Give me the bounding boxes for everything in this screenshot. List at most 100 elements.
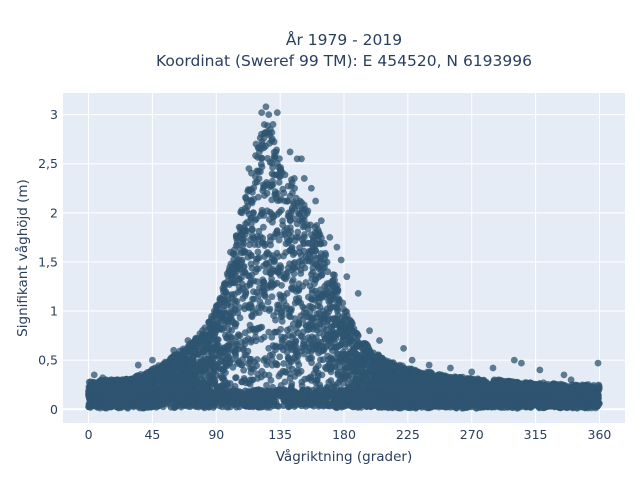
data-point bbox=[268, 293, 276, 301]
data-point bbox=[253, 265, 261, 273]
data-point bbox=[263, 189, 271, 197]
data-point bbox=[295, 248, 303, 256]
data-point bbox=[235, 331, 242, 338]
data-point bbox=[318, 316, 325, 323]
data-point bbox=[266, 237, 274, 245]
data-point bbox=[309, 340, 317, 348]
data-point bbox=[314, 226, 322, 234]
data-point bbox=[313, 310, 321, 318]
data-points bbox=[85, 103, 603, 412]
data-point bbox=[282, 343, 290, 351]
data-point bbox=[371, 374, 379, 382]
data-point bbox=[300, 216, 308, 224]
data-point bbox=[278, 282, 285, 289]
data-point bbox=[197, 358, 205, 366]
data-point bbox=[244, 347, 252, 355]
data-point bbox=[250, 295, 258, 303]
data-point bbox=[277, 166, 285, 174]
data-point bbox=[275, 301, 283, 309]
data-point bbox=[270, 312, 277, 319]
data-point bbox=[320, 325, 327, 333]
data-point bbox=[277, 370, 284, 377]
data-point bbox=[213, 323, 221, 331]
data-point bbox=[193, 368, 200, 375]
data-point bbox=[314, 290, 321, 298]
data-point bbox=[174, 377, 182, 385]
data-point bbox=[293, 220, 301, 228]
data-point bbox=[255, 241, 262, 249]
data-point bbox=[289, 264, 297, 272]
data-point bbox=[232, 338, 240, 345]
data-point bbox=[161, 358, 169, 366]
data-point bbox=[319, 356, 327, 364]
data-point bbox=[291, 259, 299, 266]
data-point bbox=[411, 367, 419, 375]
data-point bbox=[275, 179, 283, 186]
data-point bbox=[350, 379, 358, 387]
data-point bbox=[280, 252, 287, 260]
data-point bbox=[331, 271, 338, 279]
data-point bbox=[355, 361, 363, 369]
data-point bbox=[304, 207, 312, 215]
data-point bbox=[244, 202, 252, 210]
data-point bbox=[286, 374, 294, 382]
data-point bbox=[275, 236, 283, 244]
data-point bbox=[264, 122, 271, 130]
data-point bbox=[239, 240, 247, 247]
data-point bbox=[234, 241, 241, 249]
data-point bbox=[269, 342, 277, 349]
data-point bbox=[278, 318, 286, 325]
data-point bbox=[294, 228, 302, 236]
data-point bbox=[298, 378, 306, 386]
data-point bbox=[281, 171, 289, 179]
data-point bbox=[326, 302, 334, 310]
data-point bbox=[242, 290, 250, 297]
data-point bbox=[211, 337, 219, 344]
data-point bbox=[276, 173, 283, 181]
chart-title-line2: Koordinat (Sweref 99 TM): E 454520, N 61… bbox=[156, 52, 532, 70]
data-point bbox=[203, 341, 211, 349]
data-point bbox=[236, 314, 244, 322]
data-point bbox=[255, 309, 263, 316]
data-point bbox=[307, 248, 315, 256]
data-point bbox=[260, 223, 267, 231]
data-point bbox=[245, 379, 253, 387]
data-point bbox=[292, 337, 300, 345]
data-point bbox=[220, 374, 228, 382]
data-point bbox=[246, 241, 253, 249]
data-point bbox=[258, 206, 266, 214]
data-point bbox=[315, 298, 323, 306]
data-point bbox=[334, 296, 342, 304]
data-point bbox=[253, 289, 260, 296]
data-point bbox=[264, 298, 272, 306]
data-point bbox=[269, 252, 277, 259]
data-point bbox=[261, 242, 269, 250]
data-point bbox=[233, 232, 240, 240]
data-point bbox=[259, 141, 266, 149]
data-point bbox=[241, 329, 249, 337]
data-point bbox=[290, 331, 297, 339]
data-point bbox=[213, 363, 221, 371]
data-point bbox=[324, 362, 332, 370]
data-point bbox=[260, 212, 268, 219]
data-point bbox=[262, 268, 270, 276]
data-point bbox=[253, 167, 261, 175]
data-point bbox=[268, 279, 275, 286]
data-point bbox=[248, 197, 256, 205]
data-point bbox=[262, 260, 270, 268]
data-point bbox=[278, 337, 286, 345]
data-point bbox=[262, 293, 269, 300]
data-point bbox=[234, 360, 241, 367]
data-point bbox=[247, 251, 255, 259]
data-point bbox=[268, 129, 276, 137]
data-point bbox=[265, 307, 273, 314]
data-point bbox=[283, 326, 291, 334]
data-point bbox=[253, 178, 261, 186]
data-point bbox=[265, 371, 273, 379]
data-point bbox=[292, 348, 300, 356]
data-point bbox=[246, 321, 254, 329]
data-point bbox=[241, 269, 249, 276]
data-point bbox=[301, 350, 308, 358]
data-point bbox=[291, 299, 299, 307]
